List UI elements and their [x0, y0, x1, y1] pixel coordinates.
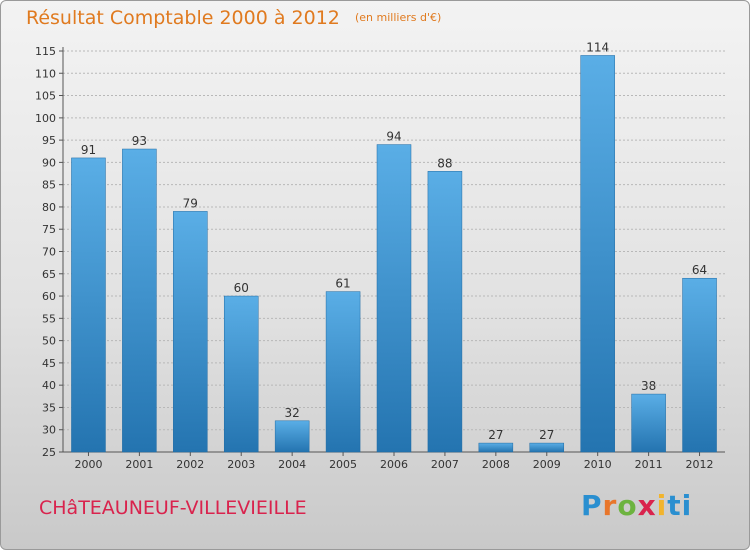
- value-label: 27: [539, 428, 554, 442]
- value-label: 38: [641, 379, 656, 393]
- value-label: 114: [586, 40, 609, 54]
- logo-letter: o: [617, 489, 638, 522]
- bar: [529, 442, 565, 453]
- bar: [631, 393, 666, 453]
- x-tick-label: 2001: [125, 458, 153, 471]
- y-tick-label: 115: [35, 45, 56, 58]
- y-tick-label: 30: [42, 424, 56, 437]
- x-tick-label: 2012: [686, 458, 714, 471]
- y-tick-label: 60: [42, 290, 56, 303]
- x-tick-label: 2002: [176, 458, 204, 471]
- bar: [274, 420, 310, 453]
- bar: [71, 157, 106, 453]
- y-tick-label: 100: [35, 112, 56, 125]
- y-tick-label: 25: [42, 446, 56, 459]
- x-tick-label: 2009: [533, 458, 561, 471]
- labels: 91 93 79 60 32 61 94 88 27 27 114 38 64: [81, 40, 707, 442]
- value-label: 61: [335, 277, 350, 291]
- value-label: 64: [692, 263, 707, 277]
- y-tick-label: 35: [42, 401, 56, 414]
- logo-letter: r: [602, 489, 618, 522]
- y-tick-label: 55: [42, 312, 56, 325]
- proxiti-logo: Proxiti: [581, 489, 692, 522]
- x-tick-label: 2008: [482, 458, 510, 471]
- value-label: 60: [234, 281, 249, 295]
- bar: [376, 144, 412, 453]
- y-tick-label: 70: [42, 246, 56, 259]
- bar: [122, 148, 157, 453]
- y-tick-label: 95: [42, 134, 56, 147]
- bar: [580, 55, 615, 453]
- x-tick-label: 2000: [74, 458, 102, 471]
- x-tick-label: 2011: [635, 458, 663, 471]
- value-label: 88: [437, 156, 452, 170]
- unit-text: (en milliers d'€): [354, 11, 442, 24]
- y-tick-label: 110: [35, 67, 56, 80]
- x-tick-label: 2010: [584, 458, 612, 471]
- bars: [71, 55, 717, 453]
- value-label: 91: [81, 143, 96, 157]
- chart-title: Résultat Comptable 2000 à 2012 (en milli…: [26, 7, 441, 29]
- logo-letter: i: [656, 489, 668, 522]
- x-tick-label: 2006: [380, 458, 408, 471]
- commune-name: CHâTEAUNEUF-VILLEVIEILLE: [39, 497, 307, 519]
- y-tick-label: 75: [42, 223, 56, 236]
- y-tick-label: 40: [42, 379, 56, 392]
- logo-letter: ti: [667, 489, 693, 522]
- x-tick-label: 2003: [227, 458, 255, 471]
- bar: [223, 295, 259, 453]
- title-text: Résultat Comptable 2000 à 2012: [26, 7, 340, 29]
- logo-letter: P: [581, 489, 603, 522]
- y-tick-label: 65: [42, 268, 56, 281]
- bar: [427, 171, 463, 453]
- axes: 25 30 35 40 45 50 55 60 65 70 75 80 85 90 95 100 105 110 1…: [35, 45, 725, 471]
- y-tick-label: 50: [42, 335, 56, 348]
- bar: [478, 442, 514, 453]
- y-tick-label: 85: [42, 179, 56, 192]
- value-label: 79: [183, 196, 198, 210]
- bar: [325, 291, 361, 453]
- value-label: 27: [488, 428, 503, 442]
- y-tick-label: 80: [42, 201, 56, 214]
- x-tick-label: 2005: [329, 458, 357, 471]
- logo-letter: x: [637, 489, 657, 522]
- bar: [682, 277, 717, 453]
- bar: [173, 211, 208, 453]
- x-tick-label: 2007: [431, 458, 459, 471]
- x-tick-label: 2004: [278, 458, 306, 471]
- value-label: 93: [132, 134, 147, 148]
- y-tick-label: 90: [42, 156, 56, 169]
- value-label: 32: [285, 406, 300, 420]
- value-label: 94: [386, 130, 401, 144]
- y-tick-label: 105: [35, 90, 56, 103]
- y-tick-label: 45: [42, 357, 56, 370]
